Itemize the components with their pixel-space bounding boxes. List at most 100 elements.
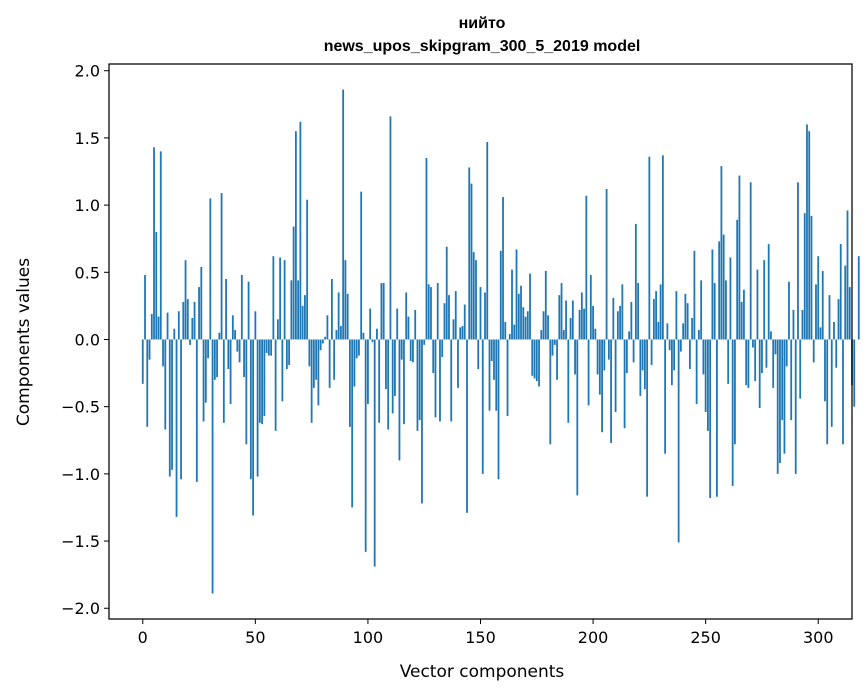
plot-frame — [108, 63, 853, 620]
bar-243 — [688, 339, 691, 370]
bar-222 — [641, 339, 644, 371]
bar-129 — [432, 339, 435, 374]
bar-228 — [655, 291, 658, 340]
bar-86 — [335, 330, 338, 340]
bar-281 — [774, 339, 777, 355]
bar-121 — [414, 309, 417, 340]
bar-274 — [758, 339, 761, 409]
bar-300 — [817, 256, 820, 340]
bar-43 — [238, 339, 241, 363]
bar-221 — [639, 339, 642, 396]
bar-18 — [182, 301, 185, 340]
bar-277 — [765, 339, 768, 368]
bar-62 — [281, 339, 284, 402]
bar-3 — [148, 339, 151, 360]
x-tick-label: 200 — [578, 628, 609, 647]
bar-16 — [177, 311, 180, 340]
bar-234 — [668, 339, 671, 351]
bar-30 — [209, 198, 212, 340]
bar-260 — [727, 339, 730, 384]
bar-60 — [276, 319, 279, 340]
bar-192 — [574, 339, 576, 375]
bar-250 — [704, 339, 707, 413]
bar-273 — [756, 269, 759, 340]
bar-140 — [457, 339, 459, 388]
bar-171 — [526, 311, 529, 340]
bar-143 — [463, 304, 466, 340]
bar-296 — [808, 131, 811, 340]
bar-20 — [186, 299, 189, 340]
bar-239 — [679, 339, 682, 352]
bar-151 — [481, 339, 484, 474]
x-tick-label: 250 — [690, 628, 721, 647]
bar-218 — [632, 339, 635, 363]
bar-9 — [162, 339, 164, 367]
bar-271 — [752, 339, 754, 348]
bar-241 — [684, 293, 687, 340]
bar-106 — [380, 283, 383, 340]
bar-251 — [707, 339, 709, 431]
bar-105 — [378, 339, 381, 423]
bar-96 — [358, 339, 360, 356]
bar-80 — [321, 339, 324, 344]
bar-94 — [353, 339, 356, 387]
bar-130 — [434, 339, 437, 418]
bar-265 — [738, 175, 741, 340]
bar-2 — [146, 339, 149, 427]
bar-283 — [779, 339, 781, 464]
bar-290 — [794, 339, 797, 474]
bar-116 — [403, 339, 405, 425]
bar-242 — [686, 303, 689, 340]
bar-7 — [157, 316, 160, 340]
bar-304 — [826, 339, 829, 445]
bar-256 — [718, 241, 721, 340]
bar-160 — [502, 197, 504, 340]
x-tick-label: 100 — [353, 628, 384, 647]
bar-292 — [799, 339, 802, 399]
bar-246 — [695, 339, 698, 404]
bar-224 — [646, 339, 649, 497]
bar-220 — [637, 283, 640, 340]
bar-193 — [576, 339, 579, 496]
bar-84 — [331, 279, 333, 340]
bar-55 — [265, 339, 268, 353]
bar-112 — [394, 339, 396, 396]
bar-184 — [556, 339, 558, 380]
bar-138 — [452, 319, 455, 340]
bar-206 — [605, 188, 608, 340]
bar-91 — [346, 293, 349, 340]
bar-135 — [445, 246, 448, 340]
bar-27 — [202, 339, 205, 422]
bar-69 — [297, 280, 300, 340]
bar-253 — [711, 249, 714, 340]
bar-0 — [141, 339, 144, 384]
y-axis-label: Components values — [14, 258, 34, 426]
bar-162 — [506, 339, 509, 417]
bar-298 — [812, 339, 815, 363]
bar-115 — [400, 339, 403, 360]
bar-272 — [754, 339, 757, 382]
bar-33 — [216, 339, 218, 378]
bar-194 — [578, 309, 581, 340]
bar-77 — [315, 339, 318, 380]
bar-8 — [159, 151, 162, 340]
bar-148 — [475, 260, 477, 340]
bar-223 — [643, 339, 646, 390]
bar-287 — [788, 281, 790, 340]
bar-51 — [256, 339, 259, 477]
bar-188 — [565, 300, 567, 340]
bar-199 — [589, 274, 592, 340]
bar-19 — [184, 260, 187, 340]
bar-307 — [833, 322, 835, 340]
bar-103 — [373, 339, 376, 567]
bar-107 — [382, 283, 385, 340]
bar-22 — [191, 317, 194, 340]
bar-46 — [245, 339, 248, 445]
y-tick-label: −2.0 — [61, 599, 100, 618]
bar-26 — [200, 266, 203, 340]
bar-150 — [479, 287, 482, 340]
bar-108 — [385, 339, 387, 390]
bar-236 — [673, 339, 676, 371]
bar-23 — [193, 301, 196, 340]
bar-14 — [173, 328, 176, 340]
